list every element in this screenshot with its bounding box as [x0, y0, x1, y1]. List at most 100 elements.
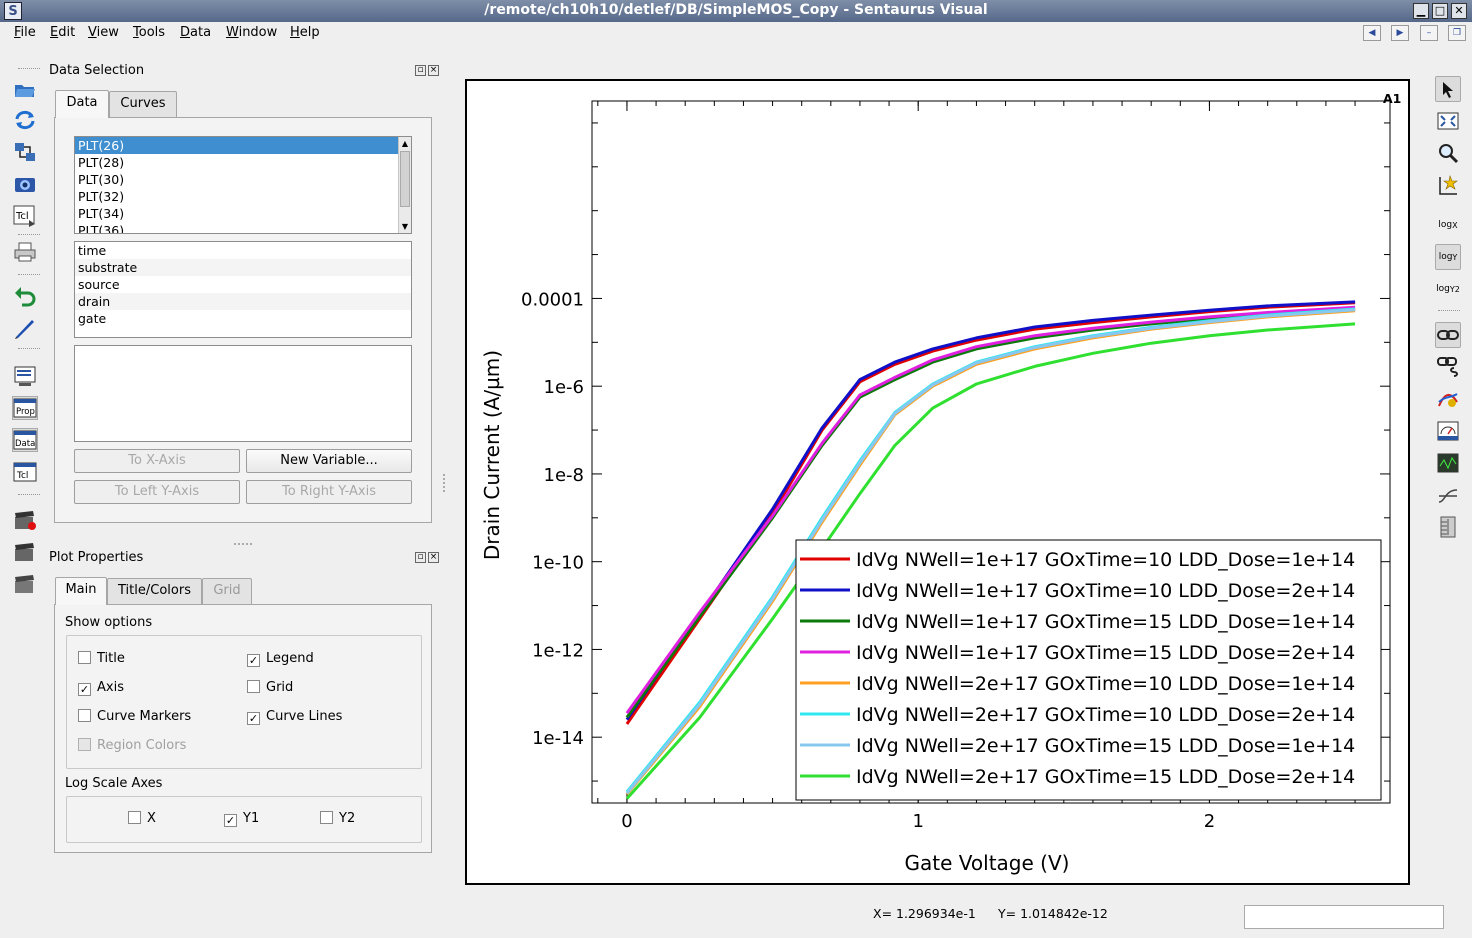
movie-record-icon[interactable]: [12, 508, 38, 532]
log-y-icon[interactable]: log Y: [1435, 244, 1461, 270]
gauge-icon[interactable]: [1435, 418, 1461, 444]
tab-main[interactable]: Main: [55, 577, 107, 605]
title-checkbox[interactable]: Title: [78, 651, 125, 667]
select-pointer-icon[interactable]: [1435, 76, 1461, 102]
tcl-panel-icon[interactable]: Tcl: [12, 460, 38, 484]
checkbox-box[interactable]: [247, 680, 260, 693]
region-colors-checkbox[interactable]: Region Colors: [78, 738, 186, 754]
close-icon[interactable]: ✕: [1451, 3, 1467, 19]
data-panel-icon[interactable]: Data: [12, 428, 38, 452]
curve-tool-icon[interactable]: [1435, 386, 1461, 412]
scroll-thumb[interactable]: [400, 151, 410, 207]
tab-title-colors[interactable]: Title/Colors: [107, 578, 202, 604]
log-y2-checkbox[interactable]: Y2: [320, 811, 355, 827]
y-axis-label: Drain Current (A/µm): [480, 350, 504, 560]
checkbox-box[interactable]: [78, 738, 91, 751]
tab-data[interactable]: Data: [55, 90, 109, 118]
list-item[interactable]: PLT(26): [75, 137, 398, 154]
probe-icon[interactable]: [1435, 172, 1461, 198]
menu-window[interactable]: Window: [226, 25, 278, 40]
menu-data[interactable]: Data: [180, 25, 212, 40]
menu-file[interactable]: File: [14, 25, 36, 40]
mdi-minimize-icon[interactable]: –: [1420, 25, 1438, 41]
movie-icon[interactable]: [12, 540, 38, 564]
pen-icon[interactable]: [12, 316, 38, 340]
curve-list[interactable]: [74, 345, 412, 442]
float-panel-icon[interactable]: ▫: [415, 65, 426, 76]
mdi-restore-icon[interactable]: ❐: [1448, 25, 1466, 41]
to-right-y-axis-button[interactable]: To Right Y-Axis: [246, 480, 412, 504]
list-item[interactable]: drain: [75, 293, 411, 310]
checkmark-icon[interactable]: ✓: [224, 814, 237, 827]
dataset-scrollbar[interactable]: ▲ ▼: [398, 137, 411, 233]
legend-checkbox[interactable]: ✓ Legend: [247, 651, 314, 667]
checkbox-box[interactable]: [320, 811, 333, 824]
movie-export-icon[interactable]: [12, 572, 38, 596]
menu-edit[interactable]: Edit: [50, 25, 76, 40]
zoom-icon[interactable]: [1435, 140, 1461, 166]
maximize-icon[interactable]: □: [1432, 3, 1448, 19]
curve-shape-icon[interactable]: [1435, 482, 1461, 508]
checkbox-box[interactable]: [78, 651, 91, 664]
checkmark-icon[interactable]: ✓: [247, 654, 260, 667]
menu-help[interactable]: Help: [290, 25, 320, 40]
camera-icon[interactable]: [12, 172, 38, 196]
float-panel-icon[interactable]: ▫: [415, 552, 426, 563]
list-item[interactable]: PLT(28): [78, 155, 125, 170]
link-icon[interactable]: [1435, 322, 1461, 348]
scroll-up-icon[interactable]: ▲: [401, 139, 409, 148]
ruler-icon[interactable]: [1435, 514, 1461, 540]
splitter-handle[interactable]: [234, 543, 252, 545]
splitter-handle[interactable]: [443, 474, 445, 492]
to-left-y-axis-button[interactable]: To Left Y-Axis: [74, 480, 240, 504]
close-panel-icon[interactable]: ×: [428, 552, 439, 563]
tab-curves[interactable]: Curves: [109, 91, 177, 117]
list-item[interactable]: PLT(32): [78, 189, 125, 204]
scroll-down-icon[interactable]: ▼: [401, 222, 409, 231]
to-x-axis-button[interactable]: To X-Axis: [74, 449, 240, 473]
tab-grid[interactable]: Grid: [202, 578, 252, 604]
log-y1-checkbox[interactable]: ✓ Y1: [224, 811, 259, 827]
command-panel-icon[interactable]: [12, 364, 38, 388]
reload-icon[interactable]: [12, 108, 38, 132]
log-y2-icon[interactable]: log Y2: [1436, 284, 1460, 294]
log-x-checkbox[interactable]: X: [128, 811, 156, 827]
next-window-icon[interactable]: ▶: [1391, 25, 1409, 41]
previous-window-icon[interactable]: ◀: [1363, 25, 1381, 41]
log-x-icon[interactable]: log X: [1438, 220, 1458, 230]
variable-list[interactable]: time substrate source drain gate: [74, 241, 412, 338]
minimize-icon[interactable]: ▁: [1413, 3, 1429, 19]
print-icon[interactable]: [12, 240, 38, 264]
checkmark-icon[interactable]: ✓: [78, 683, 91, 696]
close-panel-icon[interactable]: ×: [428, 65, 439, 76]
axis-checkbox[interactable]: ✓ Axis: [78, 680, 124, 696]
list-item[interactable]: substrate: [75, 259, 411, 276]
list-item[interactable]: source: [78, 277, 120, 292]
list-item[interactable]: PLT(36): [78, 223, 125, 234]
link-sync-icon[interactable]: [1435, 354, 1461, 380]
dataset-list[interactable]: PLT(26) PLT(28) PLT(30) PLT(32) PLT(34) …: [74, 136, 412, 234]
list-item[interactable]: PLT(30): [78, 172, 125, 187]
reset-view-icon[interactable]: [1435, 108, 1461, 134]
plot-frame[interactable]: 0 1 2 0.0001 1e-6 1e-8 1e-10 1e-12 1e-14 IdVg NW…: [465, 79, 1410, 885]
connect-icon[interactable]: [12, 140, 38, 164]
menu-view[interactable]: View: [88, 25, 119, 40]
list-item[interactable]: gate: [78, 311, 107, 326]
checkbox-box[interactable]: [128, 811, 141, 824]
list-item[interactable]: PLT(34): [78, 206, 125, 221]
app-logo-icon[interactable]: S: [4, 2, 22, 20]
curve-lines-checkbox[interactable]: ✓ Curve Lines: [247, 709, 342, 725]
grid-checkbox[interactable]: Grid: [247, 680, 293, 696]
scope-icon[interactable]: [1435, 450, 1461, 476]
checkbox-box[interactable]: [78, 709, 91, 722]
curve-markers-checkbox[interactable]: Curve Markers: [78, 709, 191, 725]
prop-panel-icon[interactable]: Prop: [12, 396, 38, 420]
menu-tools[interactable]: Tools: [133, 25, 166, 40]
tcl-run-icon[interactable]: Tcl: [12, 204, 38, 228]
chart-svg[interactable]: 0 1 2 0.0001 1e-6 1e-8 1e-10 1e-12 1e-14 IdVg NW…: [467, 81, 1408, 883]
undo-icon[interactable]: [12, 284, 38, 308]
open-folder-icon[interactable]: [12, 78, 38, 102]
checkmark-icon[interactable]: ✓: [247, 712, 260, 725]
new-variable-button[interactable]: New Variable...: [246, 449, 412, 473]
list-item[interactable]: time: [78, 243, 107, 258]
